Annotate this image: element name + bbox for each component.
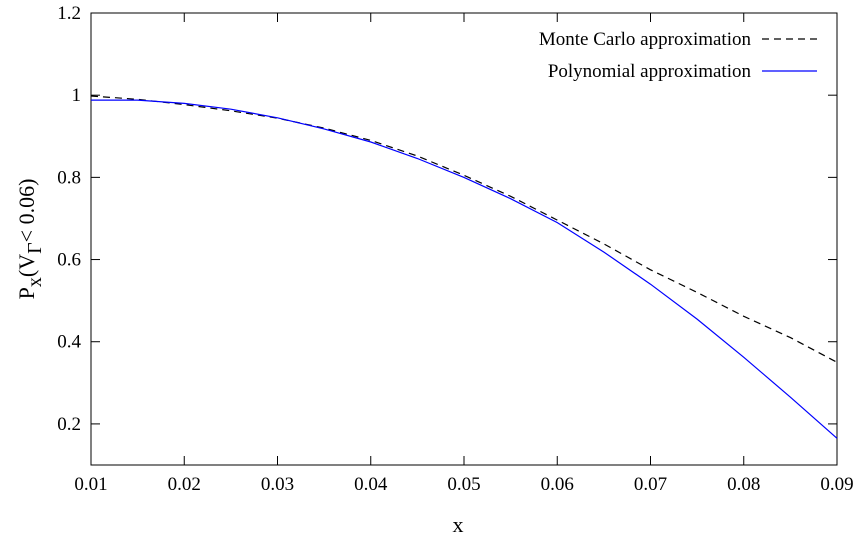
y-axis-label: Px(VΓ< 0.06): [14, 179, 46, 300]
x-tick-label: 0.01: [74, 474, 107, 495]
x-tick-label: 0.04: [354, 474, 388, 495]
x-tick-label: 0.07: [634, 474, 667, 495]
legend: Monte Carlo approximation Polynomial appr…: [539, 29, 817, 82]
series-line-1: [90, 95, 838, 363]
x-tick-label: 0.08: [727, 474, 760, 495]
y-axis-label-sub2: Γ: [24, 242, 46, 254]
y-axis-label-end: < 0.06): [14, 179, 39, 243]
y-tick-label: 0.8: [57, 167, 81, 188]
x-tick-label: 0.09: [820, 474, 853, 495]
y-tick-label: 1: [72, 85, 82, 106]
y-tick-label: 0.6: [57, 250, 81, 271]
y-tick-label: 1.2: [57, 3, 81, 24]
series-line-2: [91, 99, 838, 439]
x-tick-label: 0.06: [541, 474, 574, 495]
y-axis-label-main: P: [14, 287, 39, 299]
x-axis-label: x: [453, 512, 464, 537]
y-axis-label-sub: x: [24, 277, 46, 287]
x-tick-label: 0.02: [168, 474, 201, 495]
y-axis-label-rest: (V: [14, 254, 39, 277]
x-tick-label: 0.03: [261, 474, 294, 495]
ticks: 0.01 0.02 0.03 0.04 0.05 0.06 0.07 0.08 0.09 0.2 0…: [57, 3, 853, 495]
legend-label-2: Polynomial approximation: [548, 61, 752, 82]
x-tick-label: 0.05: [447, 474, 480, 495]
legend-label-1: Monte Carlo approximation: [539, 29, 752, 50]
y-tick-label: 0.4: [57, 332, 81, 353]
series-layer: [90, 95, 838, 439]
y-tick-label: 0.2: [57, 414, 81, 435]
